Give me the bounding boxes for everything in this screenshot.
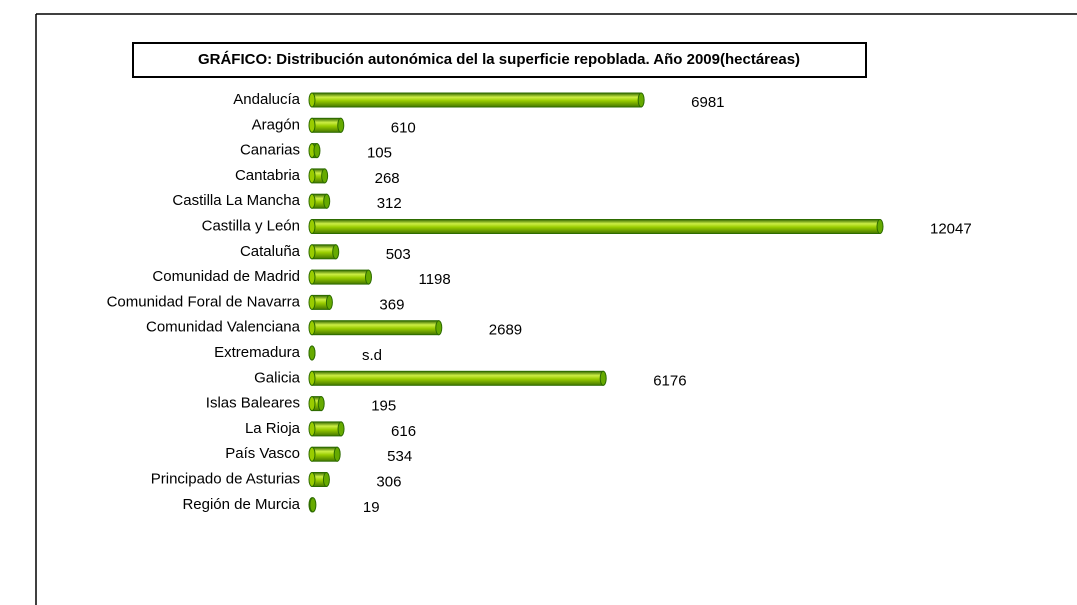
value-label: 268 (375, 170, 400, 187)
value-label: 534 (387, 448, 412, 465)
category-label: Andalucía (233, 91, 300, 108)
category-label: Islas Baleares (206, 395, 300, 412)
value-label: 12047 (930, 220, 972, 237)
bar-part (337, 421, 345, 437)
bar-part (308, 294, 316, 310)
bar (308, 320, 443, 336)
category-label: País Vasco (225, 445, 300, 462)
bar-part (364, 269, 372, 285)
bar-part (311, 269, 369, 285)
category-label: Galicia (254, 369, 301, 386)
bar (308, 370, 607, 386)
category-label: Comunidad Valenciana (146, 319, 301, 336)
bar-part (311, 219, 881, 234)
value-label: 369 (379, 296, 404, 313)
value-label: 105 (367, 145, 392, 162)
bar-part (308, 421, 316, 437)
value-label: 6176 (653, 372, 686, 389)
bar-part (308, 219, 316, 234)
value-label: 195 (371, 398, 396, 415)
category-label: Canarias (240, 142, 300, 159)
bar-part (435, 320, 443, 336)
bar (308, 497, 317, 513)
value-label: 1198 (418, 271, 450, 288)
category-label: Región de Murcia (182, 496, 300, 513)
bar-part (308, 168, 316, 184)
value-label: 616 (391, 423, 416, 440)
bar (308, 446, 341, 462)
bar (308, 117, 345, 133)
bar-part (309, 497, 317, 513)
category-label: Extremadura (214, 344, 301, 361)
value-label: 312 (377, 195, 402, 212)
bar-part (321, 168, 329, 184)
bar-part (308, 345, 316, 361)
bar-part (311, 446, 338, 462)
bar (308, 92, 645, 108)
category-label: Aragón (252, 116, 300, 133)
bar-part (308, 92, 316, 108)
bar-part (308, 269, 316, 285)
title-box (132, 42, 867, 78)
bar-part (637, 92, 645, 108)
bar (308, 472, 330, 487)
bar-part (311, 117, 342, 133)
bar (308, 193, 331, 209)
bar-part (308, 446, 316, 462)
bar-part (337, 117, 345, 133)
bar-part (322, 472, 330, 487)
value-label: 2689 (489, 322, 522, 339)
bar (308, 294, 333, 310)
bar-part (332, 244, 340, 260)
bar-part (311, 320, 440, 336)
category-label: Cataluña (240, 243, 301, 260)
bar-part (599, 370, 607, 386)
bar-part (311, 421, 342, 437)
category-label: Comunidad de Madrid (152, 268, 300, 285)
bar (308, 396, 325, 412)
bar-part (308, 396, 316, 412)
value-label: 6981 (691, 94, 724, 111)
value-label: 610 (391, 119, 416, 136)
category-label: Principado de Asturias (151, 470, 300, 487)
bar (308, 269, 372, 285)
bar-part (311, 370, 604, 386)
bar (308, 168, 329, 184)
bar-part (308, 370, 316, 386)
category-label: La Rioja (245, 420, 301, 437)
bar-part (317, 396, 325, 412)
bar-part (308, 117, 316, 133)
bar-part (308, 320, 316, 336)
bar-part (876, 219, 884, 234)
bar-part (325, 294, 333, 310)
bar-part (311, 244, 337, 260)
category-label: Castilla La Mancha (172, 192, 300, 209)
bar (308, 219, 884, 234)
category-label: Cantabria (235, 167, 301, 184)
bar (308, 345, 316, 361)
value-label: 19 (363, 499, 380, 516)
bar-part (308, 472, 316, 487)
bar-part (323, 193, 331, 209)
bar (308, 244, 340, 260)
bar-part (333, 446, 341, 462)
category-label: Comunidad Foral de Navarra (107, 293, 301, 310)
bar-part (308, 244, 316, 260)
category-label: Castilla y León (202, 217, 300, 234)
value-label: 306 (376, 473, 401, 490)
bar-part (311, 92, 642, 108)
value-label: 503 (386, 246, 411, 263)
bar (308, 421, 345, 437)
value-label: s.d (362, 347, 382, 364)
bar-part (313, 143, 321, 159)
chart-title: GRÁFICO: Distribución autonómica del la … (198, 51, 800, 68)
bar-part (308, 193, 316, 209)
bar (308, 143, 321, 159)
